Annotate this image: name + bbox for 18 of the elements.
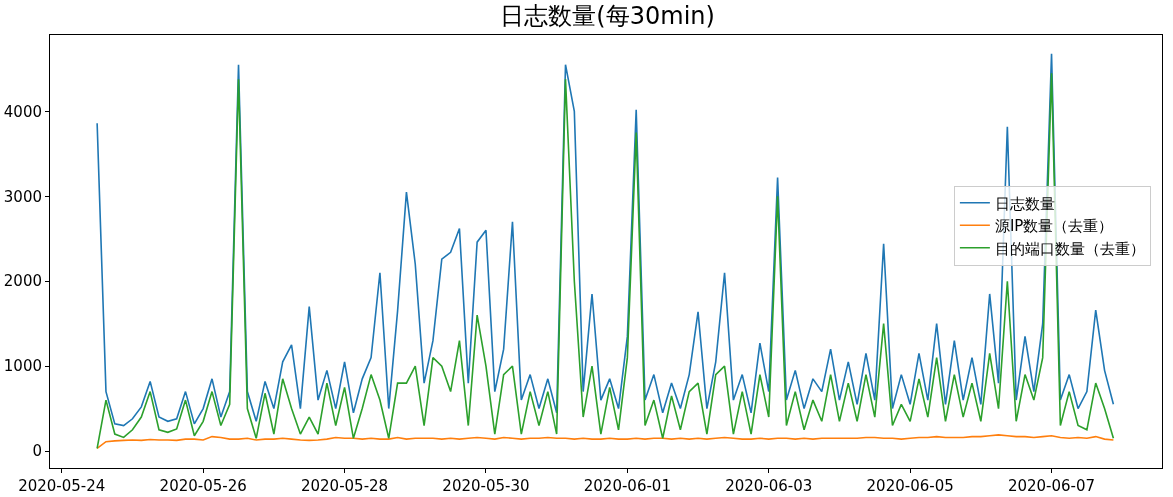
line-series [96,434,1115,450]
y-tick-label: 4000 [3,102,42,121]
y-tick-label: 0 [32,442,42,461]
legend-label: 日志数量 [994,194,1055,213]
y-tick-label: 3000 [3,187,42,206]
x-tick-label: 2020-05-28 [300,477,389,495]
y-tick-label: 1000 [3,357,42,376]
chart-title: 日志数量(每30min) [500,2,715,31]
x-tick-label: 2020-06-03 [725,477,813,495]
legend-label: 目的端口数量（去重） [994,239,1145,258]
y-tick-label: 2000 [3,272,42,291]
legend-label: 源IP数量（去重） [994,217,1114,236]
x-tick-label: 2020-06-05 [866,477,954,495]
x-tick-label: 2020-05-26 [159,477,247,495]
x-tick-label: 2020-05-24 [18,477,106,495]
x-tick-label: 2020-06-07 [1007,477,1096,495]
x-tick-label: 2020-06-01 [583,477,671,495]
x-tick-label: 2020-05-30 [442,477,530,495]
